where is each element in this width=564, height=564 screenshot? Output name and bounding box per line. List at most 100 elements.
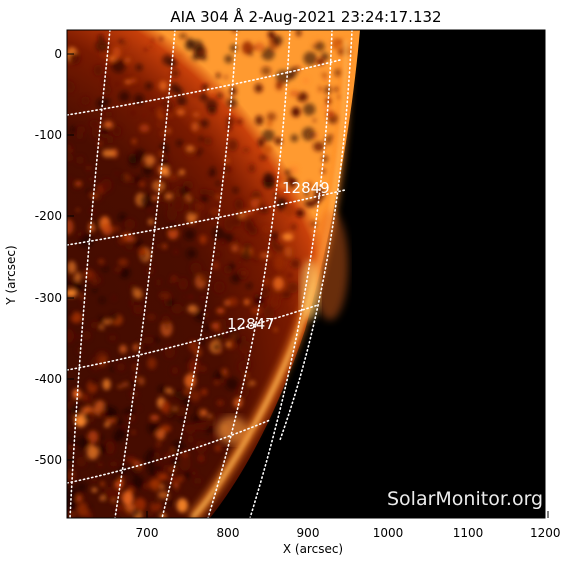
network-patch bbox=[257, 137, 265, 148]
network-void bbox=[102, 266, 109, 272]
network-patch bbox=[186, 194, 191, 202]
network-patch bbox=[101, 178, 112, 192]
network-void bbox=[303, 103, 316, 116]
network-patch bbox=[108, 335, 117, 341]
network-patch bbox=[152, 195, 158, 200]
network-patch bbox=[114, 172, 120, 176]
network-patch bbox=[98, 462, 103, 467]
network-void bbox=[165, 325, 169, 330]
network-patch bbox=[148, 208, 153, 212]
network-void bbox=[204, 425, 213, 434]
network-void bbox=[199, 92, 209, 102]
network-void bbox=[200, 119, 209, 128]
network-patch bbox=[159, 291, 171, 300]
network-void bbox=[212, 227, 226, 240]
network-patch bbox=[274, 137, 283, 145]
network-patch bbox=[199, 188, 209, 195]
network-patch bbox=[302, 77, 310, 84]
network-patch bbox=[125, 57, 131, 63]
network-patch bbox=[178, 53, 182, 58]
network-void bbox=[197, 148, 203, 154]
network-patch bbox=[258, 206, 270, 214]
network-patch bbox=[108, 489, 120, 499]
network-patch bbox=[81, 392, 88, 402]
network-patch bbox=[321, 104, 333, 111]
network-void bbox=[155, 465, 162, 472]
network-patch bbox=[241, 335, 247, 342]
network-patch bbox=[172, 199, 184, 212]
network-patch bbox=[104, 121, 113, 128]
network-patch bbox=[199, 234, 207, 245]
network-patch bbox=[244, 209, 254, 216]
network-void bbox=[183, 470, 192, 479]
network-void bbox=[212, 343, 221, 352]
network-patch bbox=[90, 276, 102, 284]
network-patch bbox=[130, 78, 137, 83]
network-patch bbox=[166, 202, 171, 207]
network-patch bbox=[91, 487, 98, 493]
network-void bbox=[150, 471, 156, 477]
network-void bbox=[118, 91, 130, 103]
network-patch bbox=[248, 225, 258, 236]
y-axis: 0 -100 -200 -300 -400 -500 Y (arcsec) bbox=[4, 47, 74, 467]
y-tick-label: -100 bbox=[35, 128, 62, 142]
network-patch bbox=[285, 256, 289, 260]
network-patch bbox=[190, 262, 202, 274]
network-patch bbox=[76, 456, 87, 467]
network-patch bbox=[160, 131, 165, 137]
network-void bbox=[114, 417, 122, 425]
network-patch bbox=[225, 116, 235, 127]
network-void bbox=[86, 504, 91, 510]
network-void bbox=[90, 378, 98, 386]
network-patch bbox=[214, 444, 222, 452]
network-void bbox=[320, 52, 329, 61]
network-patch bbox=[208, 189, 215, 197]
network-patch bbox=[67, 218, 74, 235]
network-void bbox=[100, 126, 109, 134]
network-void bbox=[225, 377, 239, 391]
network-void bbox=[166, 410, 177, 420]
network-patch bbox=[178, 277, 189, 290]
network-patch bbox=[212, 434, 218, 438]
network-patch bbox=[144, 48, 148, 51]
network-void bbox=[246, 282, 253, 289]
network-patch bbox=[112, 295, 116, 301]
network-patch bbox=[160, 400, 171, 413]
network-patch bbox=[172, 406, 177, 410]
y-tick-label: -400 bbox=[35, 372, 62, 386]
network-patch bbox=[76, 126, 86, 134]
network-void bbox=[95, 39, 109, 53]
network-patch bbox=[304, 189, 310, 197]
network-void bbox=[244, 246, 250, 251]
network-void bbox=[200, 194, 209, 203]
x-tick-label: 1100 bbox=[453, 526, 484, 540]
network-void bbox=[205, 98, 218, 112]
network-patch bbox=[179, 33, 187, 39]
network-patch bbox=[132, 344, 138, 352]
network-patch bbox=[238, 360, 250, 373]
network-patch bbox=[273, 255, 285, 271]
network-patch bbox=[148, 44, 154, 49]
network-void bbox=[133, 175, 142, 184]
network-patch bbox=[231, 244, 239, 252]
network-void bbox=[167, 499, 174, 506]
network-patch bbox=[254, 115, 264, 126]
network-void bbox=[262, 174, 276, 189]
network-patch bbox=[166, 173, 179, 181]
network-patch bbox=[251, 307, 262, 314]
network-void bbox=[133, 239, 143, 248]
network-patch bbox=[157, 491, 170, 499]
network-patch bbox=[119, 508, 131, 518]
network-patch bbox=[162, 243, 167, 250]
network-patch bbox=[278, 180, 289, 190]
network-patch bbox=[67, 329, 74, 343]
network-patch bbox=[119, 344, 127, 354]
network-patch bbox=[147, 508, 154, 517]
network-void bbox=[110, 367, 115, 372]
image-title: AIA 304 Å 2-Aug-2021 23:24:17.132 bbox=[170, 7, 441, 26]
network-void bbox=[120, 174, 128, 182]
y-tick-label: -200 bbox=[35, 209, 62, 223]
network-void bbox=[140, 194, 154, 208]
network-void bbox=[120, 267, 131, 278]
network-patch bbox=[155, 278, 162, 286]
